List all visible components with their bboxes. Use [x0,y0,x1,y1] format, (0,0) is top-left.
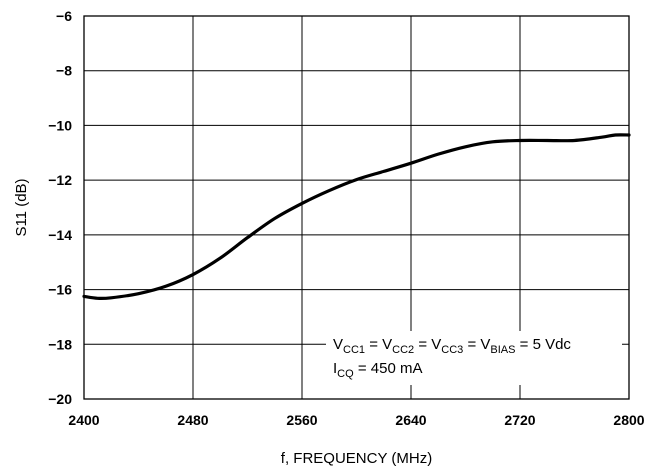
y-tick-label--16: −16 [48,282,72,298]
y-tick-label--10: −10 [48,117,72,133]
y-axis-title: S11 (dB) [13,178,30,236]
x-tick-label-2640: 2640 [395,412,426,428]
y-tick-label--8: −8 [56,63,72,79]
y-tick-label--12: −12 [48,172,72,188]
plot-frame [83,15,630,400]
x-tick-label-2400: 2400 [68,412,99,428]
y-tick-labels: −20 −18 −16 −14 −12 −10 −8 −6 [48,8,72,407]
x-tick-label-2480: 2480 [177,412,208,428]
y-tick-label--6: −6 [56,8,72,24]
y-tick-label--14: −14 [48,227,72,243]
x-tick-labels: 2400 2480 2560 2640 2720 2800 [68,412,644,428]
x-tick-label-2720: 2720 [504,412,535,428]
annotation-background [326,331,622,385]
x-tick-label-2560: 2560 [286,412,317,428]
s11-curve [82,133,631,301]
y-tick-label--18: −18 [48,336,72,352]
x-tick-label-2800: 2800 [613,412,644,428]
annotation-current-condition: ICQ = 450 mA [333,360,422,380]
x-axis-title: f, FREQUENCY (MHz) [281,450,432,467]
y-tick-label--20: −20 [48,391,72,407]
annotation-voltage-conditions: VCC1 = VCC2 = VCC3 = VBIAS = 5 Vdc [333,336,571,356]
